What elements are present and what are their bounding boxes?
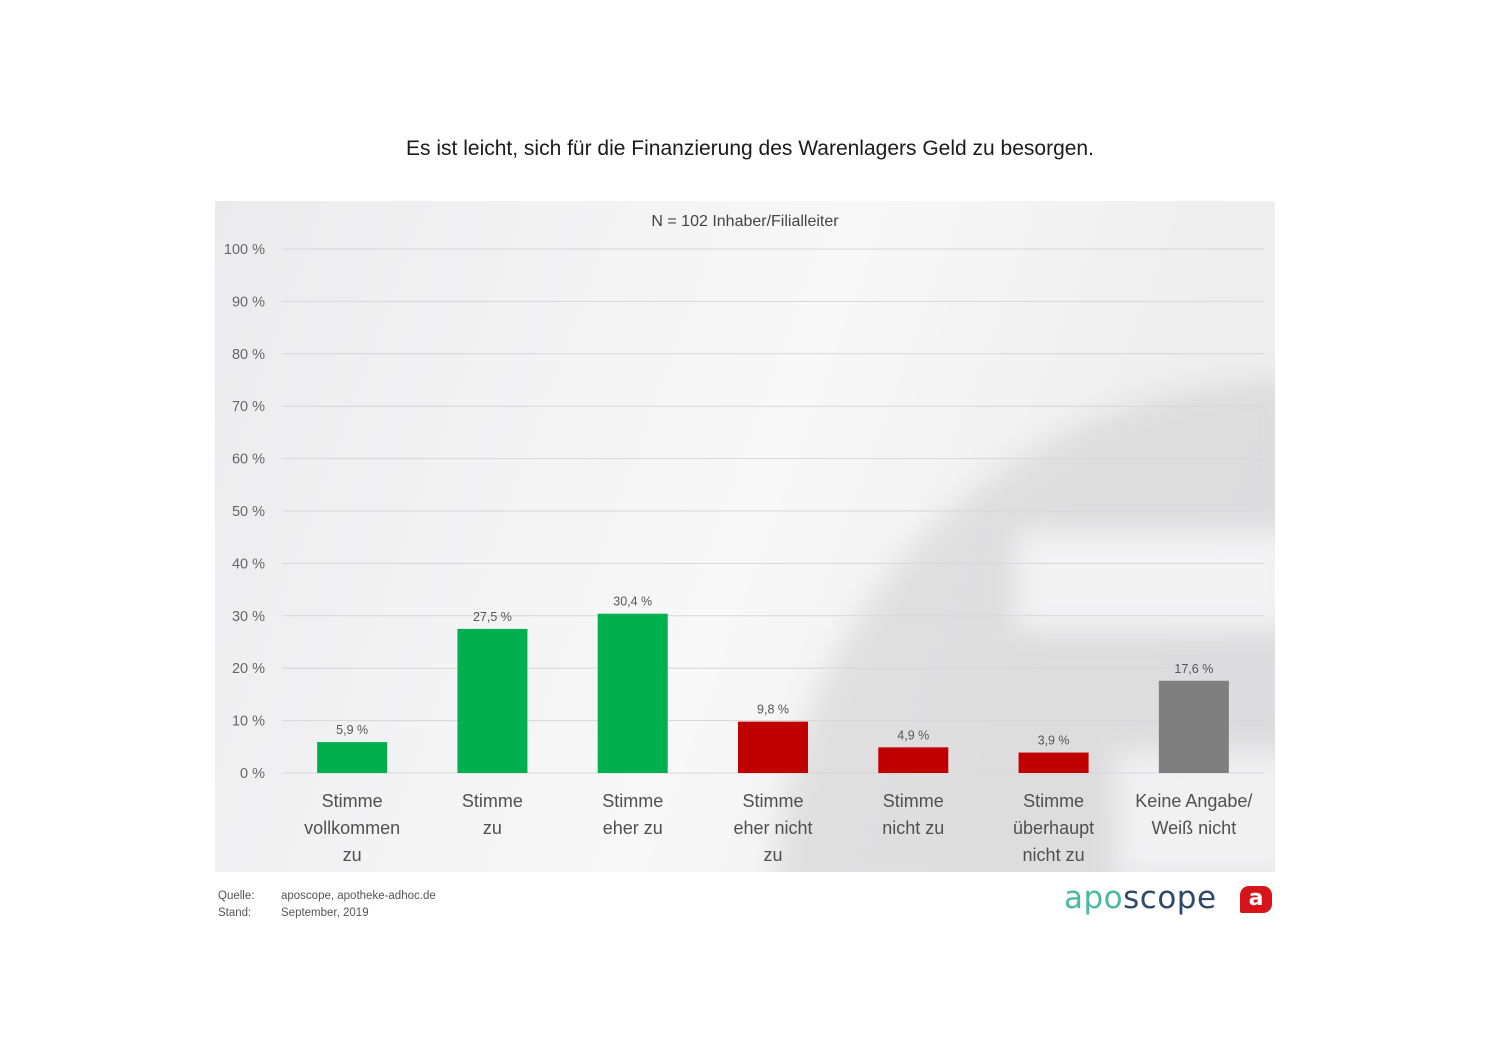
data-label: 27,5 % [473, 610, 512, 624]
x-category-label: überhaupt [1013, 818, 1094, 838]
y-tick-label: 20 % [232, 661, 265, 677]
date-value: September, 2019 [281, 907, 369, 919]
source-value: aposcope, apotheke-adhoc.de [281, 890, 436, 902]
background-watermark-notch [1015, 531, 1275, 631]
footer-source: Quelle: aposcope, apotheke-adhoc.de Stan… [218, 888, 436, 922]
apotheke-adhoc-logo-icon: a [1240, 886, 1272, 913]
y-tick-label: 70 % [232, 399, 265, 415]
bar [597, 613, 668, 773]
bar [317, 742, 388, 773]
y-tick-label: 0 % [240, 766, 265, 782]
x-category-label: eher nicht [733, 818, 812, 838]
x-category-label: Stimme [742, 791, 803, 811]
data-label: 3,9 % [1038, 734, 1070, 748]
x-category-label: eher zu [603, 818, 663, 838]
x-category-label: Keine Angabe/ [1135, 791, 1252, 811]
data-label: 30,4 % [613, 595, 652, 609]
bar [1018, 752, 1089, 773]
x-category-label: Stimme [883, 791, 944, 811]
x-category-label: zu [343, 845, 362, 865]
data-label: 5,9 % [336, 723, 368, 737]
y-tick-label: 80 % [232, 347, 265, 363]
chart-panel: N = 102 Inhaber/Filialleiter 0 % 10 % 20 %… [215, 201, 1275, 872]
bar [457, 628, 528, 773]
date-row: Stand: September, 2019 [218, 905, 436, 922]
y-tick-label: 90 % [232, 294, 265, 310]
bar [878, 747, 949, 773]
bar [1158, 680, 1229, 773]
x-category-label: Stimme [462, 791, 523, 811]
source-label: Quelle: [218, 890, 255, 902]
x-category-label: Weiß nicht [1152, 818, 1237, 838]
y-tick-label: 40 % [232, 556, 265, 572]
aposcope-logo: aposcope [1064, 880, 1217, 916]
bar-chart: 0 % 10 % 20 % 30 % 40 % 50 % 60 % 70 % 80 % 90 % 1… [224, 242, 1264, 865]
chart-title: Es ist leicht, sich für die Finanzierung… [406, 137, 1094, 160]
x-category-label: nicht zu [1023, 845, 1085, 865]
y-tick-label: 100 % [224, 242, 265, 258]
source-row: Quelle: aposcope, apotheke-adhoc.de [218, 888, 436, 905]
data-label: 17,6 % [1174, 662, 1213, 676]
data-label: 4,9 % [897, 728, 929, 742]
x-category-label: zu [483, 818, 502, 838]
bar [738, 721, 808, 773]
y-tick-label: 60 % [232, 452, 265, 468]
x-category-label: Stimme [322, 791, 383, 811]
chart-subtitle: N = 102 Inhaber/Filialleiter [651, 213, 839, 230]
logo-part-scope: scope [1123, 880, 1217, 916]
y-tick-label: 10 % [232, 714, 265, 730]
y-tick-label: 30 % [232, 609, 265, 625]
date-label: Stand: [218, 907, 252, 919]
x-category-label: Stimme [602, 791, 663, 811]
x-category-label: vollkommen [304, 818, 400, 838]
y-tick-label: 50 % [232, 504, 265, 520]
data-label: 9,8 % [757, 703, 789, 717]
x-category-label: nicht zu [882, 818, 944, 838]
x-category-label: Stimme [1023, 791, 1084, 811]
x-category-label: zu [763, 845, 782, 865]
logo-part-apo: apo [1064, 880, 1124, 916]
